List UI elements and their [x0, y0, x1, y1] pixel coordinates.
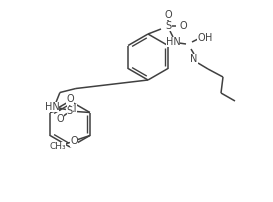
- Text: O: O: [164, 10, 172, 20]
- Text: S: S: [67, 105, 73, 116]
- Text: CH₃: CH₃: [50, 142, 66, 151]
- Text: HN: HN: [44, 101, 59, 112]
- Text: O: O: [197, 33, 205, 43]
- Text: H: H: [205, 33, 213, 43]
- Text: N: N: [190, 54, 198, 64]
- Text: HN: HN: [166, 37, 180, 47]
- Text: O: O: [70, 137, 78, 146]
- Text: Cl: Cl: [67, 103, 77, 114]
- Text: O: O: [179, 21, 187, 31]
- Text: O: O: [56, 114, 64, 123]
- Text: O: O: [66, 95, 74, 104]
- Text: S: S: [165, 21, 171, 31]
